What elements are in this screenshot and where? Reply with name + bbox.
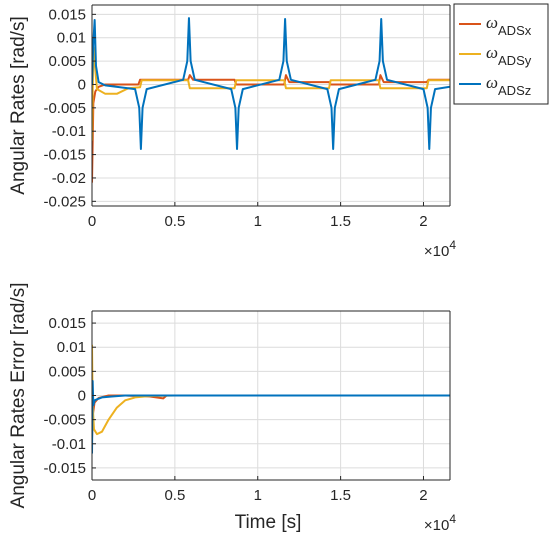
series-group	[92, 344, 450, 454]
legend-subscript: ADSz	[498, 83, 531, 98]
x-tick-label: 0.5	[164, 487, 185, 504]
x-tick-label: 2	[419, 213, 427, 230]
chart-1: 0 0.5 1 1.5 2 0.015 0.01 0.005 0 -0.005 -0.01 -0.01…	[8, 3, 549, 260]
y-tick-label: -0.025	[43, 193, 86, 210]
y-tick-label: 0	[78, 388, 86, 405]
series-line-3	[92, 17, 450, 150]
x-exponent-label: ×104	[424, 238, 456, 260]
x-exponent-base: ×10	[424, 517, 449, 534]
x-tick-label: 0	[88, 213, 96, 230]
x-exponent-base: ×10	[424, 243, 449, 260]
y-tick-label: -0.005	[43, 412, 86, 429]
y-tick-label: -0.005	[43, 100, 86, 117]
x-tick-label: 0	[88, 487, 96, 504]
x-axis-label: Time [s]	[235, 512, 302, 533]
legend-symbol: ω	[486, 43, 498, 62]
plot-area	[92, 5, 450, 206]
legend-entry: ωADSy	[486, 43, 532, 68]
legend-entry: ωADSz	[486, 73, 531, 98]
y-tick-label: 0.005	[48, 53, 86, 70]
y-tick-label: 0.015	[48, 6, 86, 23]
y-axis-label: Angular Rates Error [rad/s]	[8, 283, 29, 509]
y-tick-label: 0.01	[57, 339, 86, 356]
legend-symbol: ω	[486, 13, 498, 32]
x-tick-label: 1.5	[330, 213, 351, 230]
legend-subscript: ADSx	[498, 23, 532, 38]
x-tick-label: 0.5	[164, 213, 185, 230]
series-line-2	[92, 46, 450, 141]
legend-subscript: ADSy	[498, 53, 532, 68]
y-tick-label: 0.01	[57, 30, 86, 47]
chart-2: 0 0.5 1 1.5 2 0.015 0.01 0.005 0 -0.005 -0.01 -0.01…	[8, 283, 456, 534]
legend-entry: ωADSx	[486, 13, 532, 38]
y-tick-label: 0.015	[48, 315, 86, 332]
y-tick-label: 0.005	[48, 363, 86, 380]
x-exponent-label: ×104	[424, 512, 456, 534]
y-tick-label: -0.015	[43, 460, 86, 477]
x-exponent-power: 4	[449, 512, 456, 526]
x-tick-label: 1	[254, 487, 262, 504]
x-exponent-power: 4	[449, 238, 456, 252]
series-group	[92, 17, 450, 183]
x-tick-label: 1.5	[330, 487, 351, 504]
y-tick-label: -0.01	[52, 436, 86, 453]
x-tick-label: 2	[419, 487, 427, 504]
legend-symbol: ω	[486, 73, 498, 92]
y-tick-label: -0.02	[52, 170, 86, 187]
y-tick-label: 0	[78, 76, 86, 93]
y-axis-label: Angular Rates [rad/s]	[8, 16, 29, 194]
x-tick-label: 1	[254, 213, 262, 230]
y-tick-label: -0.01	[52, 123, 86, 140]
series-line-3	[92, 380, 450, 454]
y-tick-label: -0.015	[43, 147, 86, 164]
